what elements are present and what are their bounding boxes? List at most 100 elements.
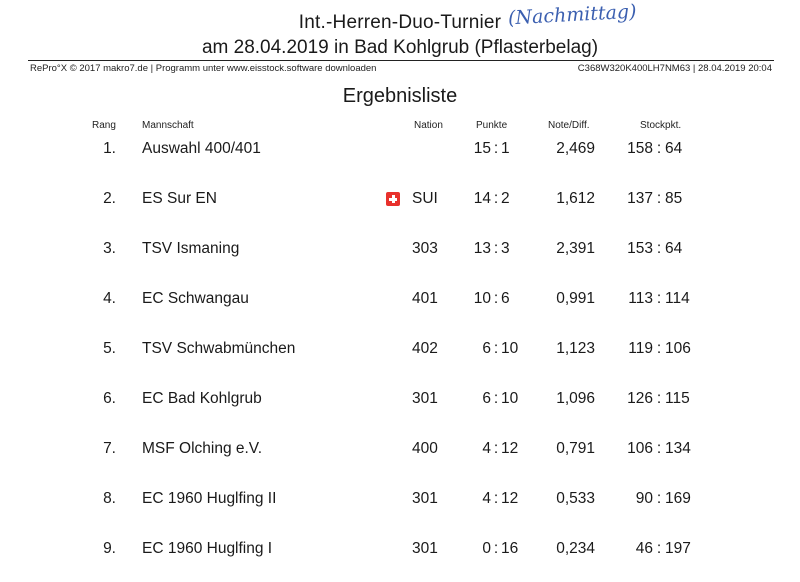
table-row: 4. EC Schwangau 401 10 6 0,991 113 114::	[0, 287, 800, 311]
table-row: 5. TSV Schwabmünchen 402 6 10 1,123 119 106::	[0, 337, 800, 361]
results-heading: Ergebnisliste	[342, 85, 458, 107]
points-lost-cell: 1	[501, 140, 510, 157]
points-separator: :	[493, 440, 499, 457]
points-separator: :	[493, 190, 499, 207]
points-lost-cell: 12	[501, 440, 519, 457]
stock-points-for-cell: 106	[627, 440, 653, 457]
document-code-timestamp: C368W320K400LH7NM63 | 28.04.2019 20:04	[577, 63, 772, 74]
table-row: 9. EC 1960 Huglfing I 301 0 16 0,234 46 197::	[0, 537, 800, 561]
stock-separator: :	[656, 190, 662, 207]
rank-cell: 5.	[103, 340, 116, 357]
nation-cell: 301	[412, 390, 438, 407]
stock-separator: :	[656, 140, 662, 157]
points-separator: :	[493, 540, 499, 557]
column-header-team: Mannschaft	[142, 120, 194, 131]
table-row: 6. EC Bad Kohlgrub 301 6 10 1,096 126 115::	[0, 387, 800, 411]
stock-points-for-cell: 158	[627, 140, 653, 157]
stock-points-against-cell: 197	[665, 540, 691, 557]
stock-points-against-cell: 64	[665, 240, 683, 257]
stock-separator: :	[656, 390, 662, 407]
note-cell: 1,096	[556, 390, 595, 407]
column-header-nation: Nation	[414, 120, 443, 131]
points-lost-cell: 10	[501, 340, 519, 357]
column-header-note: Note/Diff.	[548, 120, 590, 131]
team-cell: MSF Olching e.V.	[142, 440, 263, 457]
stock-points-for-cell: 90	[635, 490, 653, 507]
stock-separator: :	[656, 440, 662, 457]
points-won-cell: 15	[473, 140, 491, 157]
column-header-punkte: Punkte	[476, 120, 508, 131]
note-cell: 2,469	[556, 140, 595, 157]
points-won-cell: 4	[482, 490, 491, 507]
table-row: 2. ES Sur EN SUI 14 2 1,612 137 85::	[0, 187, 800, 211]
rank-cell: 2.	[103, 190, 116, 207]
note-cell: 1,612	[556, 190, 595, 207]
team-cell: TSV Ismaning	[142, 240, 240, 257]
rank-cell: 9.	[103, 540, 116, 557]
team-cell: Auswahl 400/401	[142, 140, 261, 157]
stock-points-against-cell: 134	[665, 440, 691, 457]
nation-cell: 301	[412, 490, 438, 507]
document-subtitle: am 28.04.2019 in Bad Kohlgrub (Pflasterb…	[201, 37, 599, 58]
points-separator: :	[493, 140, 499, 157]
stock-points-against-cell: 85	[665, 190, 683, 207]
points-won-cell: 6	[482, 390, 491, 407]
rank-cell: 8.	[103, 490, 116, 507]
nation-cell: 301	[412, 540, 438, 557]
points-lost-cell: 12	[501, 490, 519, 507]
rank-cell: 3.	[103, 240, 116, 257]
swiss-flag-icon	[386, 192, 400, 206]
points-won-cell: 6	[482, 340, 491, 357]
stock-points-against-cell: 106	[665, 340, 691, 357]
nation-cell: 402	[412, 340, 438, 357]
note-cell: 0,234	[556, 540, 595, 557]
points-separator: :	[493, 490, 499, 507]
note-cell: 0,533	[556, 490, 595, 507]
stock-points-for-cell: 46	[635, 540, 653, 557]
team-cell: EC 1960 Huglfing I	[142, 540, 273, 557]
points-lost-cell: 2	[501, 190, 510, 207]
stock-separator: :	[656, 240, 662, 257]
points-won-cell: 10	[473, 290, 491, 307]
nation-cell: 401	[412, 290, 438, 307]
stock-points-for-cell: 119	[628, 340, 653, 357]
note-cell: 1,123	[556, 340, 595, 357]
points-separator: :	[493, 240, 499, 257]
points-separator: :	[493, 390, 499, 407]
stock-separator: :	[656, 540, 662, 557]
table-row: 3. TSV Ismaning 303 13 3 2,391 153 64::	[0, 237, 800, 261]
team-cell: EC 1960 Huglfing II	[142, 490, 277, 507]
note-cell: 0,991	[556, 290, 595, 307]
nation-cell: 303	[412, 240, 438, 257]
stock-points-against-cell: 169	[665, 490, 691, 507]
stock-points-for-cell: 153	[627, 240, 653, 257]
stock-separator: :	[656, 290, 662, 307]
points-won-cell: 14	[473, 190, 491, 207]
column-header-stock: Stockpkt.	[640, 120, 682, 131]
table-row: 7. MSF Olching e.V. 400 4 12 0,791 106 134::	[0, 437, 800, 461]
rank-cell: 1.	[103, 140, 116, 157]
points-separator: :	[493, 340, 499, 357]
software-credit: RePro°X © 2017 makro7.de | Programm unte…	[30, 63, 377, 74]
points-lost-cell: 10	[501, 390, 519, 407]
note-cell: 0,791	[556, 440, 595, 457]
table-row: 1. Auswahl 400/401 15 1 2,469 158 64::	[0, 137, 800, 161]
stock-separator: :	[656, 490, 662, 507]
points-won-cell: 13	[473, 240, 491, 257]
team-cell: EC Bad Kohlgrub	[142, 390, 262, 407]
rank-cell: 7.	[103, 440, 116, 457]
stock-points-against-cell: 114	[665, 290, 690, 307]
header-divider	[28, 60, 774, 61]
column-header-rang: Rang	[92, 120, 116, 131]
stock-points-for-cell: 113	[628, 290, 653, 307]
points-separator: :	[493, 290, 499, 307]
nation-cell: SUI	[412, 190, 438, 207]
stock-points-for-cell: 137	[627, 190, 653, 207]
rank-cell: 4.	[103, 290, 116, 307]
stock-points-against-cell: 115	[665, 390, 690, 407]
points-lost-cell: 16	[501, 540, 519, 557]
document-title: Int.-Herren-Duo-Turnier	[298, 12, 502, 33]
team-cell: EC Schwangau	[142, 290, 249, 307]
points-won-cell: 0	[482, 540, 491, 557]
team-cell: ES Sur EN	[142, 190, 217, 207]
